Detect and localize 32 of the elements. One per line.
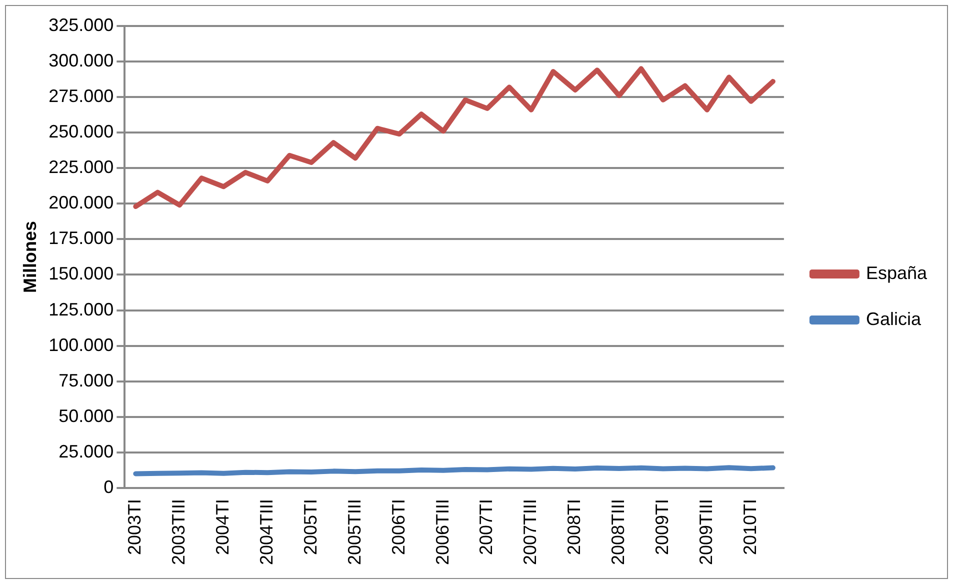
y-tick-label: 175.000: [48, 228, 114, 248]
x-tick-label: 2005TI: [300, 498, 320, 556]
x-tick-label: 2006TIII: [432, 498, 452, 566]
x-tick-label: 2007TIII: [520, 498, 540, 566]
y-tick-label: 275.000: [48, 86, 114, 106]
x-tick-label: 2004TI: [212, 498, 233, 556]
x-tick-label: 2008TI: [564, 498, 584, 556]
x-tick-label: 2007TI: [476, 498, 496, 556]
y-tick-label: 325.000: [48, 14, 114, 35]
y-tick-label: 75.000: [58, 370, 114, 390]
y-tick-label: 250.000: [48, 122, 114, 142]
y-tick-label: 0: [104, 476, 114, 497]
y-tick-label: 50.000: [58, 406, 114, 426]
x-tick-label: 2008TIII: [608, 498, 628, 566]
y-tick-label: 225.000: [48, 157, 114, 178]
y-tick-label: 200.000: [48, 192, 114, 213]
x-tick-label: 2009TI: [652, 498, 672, 556]
y-tick-label: 150.000: [48, 264, 114, 284]
y-tick-label: 25.000: [58, 441, 114, 462]
legend-label: Galicia: [866, 308, 922, 329]
y-tick-label: 100.000: [48, 334, 114, 355]
legend-label: España: [866, 262, 928, 283]
y-tick-label: 300.000: [48, 50, 114, 71]
y-axis-title: Millones: [20, 220, 40, 293]
y-tick-label: 125.000: [48, 299, 114, 320]
x-tick-label: 2003TIII: [168, 498, 189, 566]
x-tick-label: 2006TI: [388, 498, 408, 556]
x-tick-label: 2004TIII: [256, 498, 276, 566]
x-tick-label: 2010TI: [740, 498, 760, 556]
x-tick-label: 2003TI: [124, 498, 145, 556]
x-tick-label: 2005TIII: [344, 498, 364, 566]
x-tick-label: 2009TIII: [696, 498, 716, 566]
